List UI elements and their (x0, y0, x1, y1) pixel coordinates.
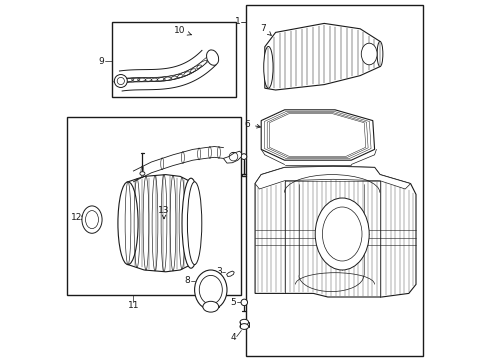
Polygon shape (255, 166, 411, 189)
Ellipse shape (82, 206, 102, 233)
Text: 12: 12 (71, 213, 82, 222)
Ellipse shape (199, 275, 222, 304)
Ellipse shape (117, 77, 124, 85)
Ellipse shape (240, 324, 248, 329)
Ellipse shape (240, 319, 248, 325)
Polygon shape (265, 23, 380, 90)
Polygon shape (227, 271, 234, 276)
Polygon shape (255, 166, 416, 297)
Ellipse shape (315, 198, 369, 270)
Ellipse shape (114, 75, 127, 87)
Ellipse shape (361, 43, 377, 65)
Bar (112, 22, 236, 97)
Ellipse shape (207, 50, 219, 65)
Text: 6: 6 (245, 120, 261, 129)
Text: 11: 11 (128, 301, 139, 310)
Ellipse shape (241, 299, 247, 306)
Ellipse shape (377, 41, 383, 67)
Text: 2: 2 (231, 152, 236, 161)
Text: 9: 9 (98, 57, 104, 66)
Bar (245, 5, 423, 356)
Text: 3: 3 (216, 267, 221, 276)
Polygon shape (120, 50, 216, 91)
Text: 13: 13 (158, 206, 170, 219)
Ellipse shape (241, 154, 247, 159)
Ellipse shape (118, 182, 138, 265)
Text: 10: 10 (174, 26, 192, 35)
Bar (67, 117, 242, 295)
Text: 4: 4 (231, 333, 236, 342)
Ellipse shape (140, 172, 145, 175)
Text: 8: 8 (185, 276, 190, 285)
Text: 1: 1 (235, 17, 241, 26)
Ellipse shape (195, 270, 227, 310)
Ellipse shape (264, 46, 273, 88)
Ellipse shape (203, 301, 219, 312)
Text: 7: 7 (260, 23, 271, 35)
Ellipse shape (187, 182, 202, 265)
Text: 5: 5 (231, 298, 236, 307)
Ellipse shape (182, 178, 200, 268)
Polygon shape (223, 151, 242, 163)
Polygon shape (128, 175, 191, 272)
Polygon shape (261, 110, 374, 160)
